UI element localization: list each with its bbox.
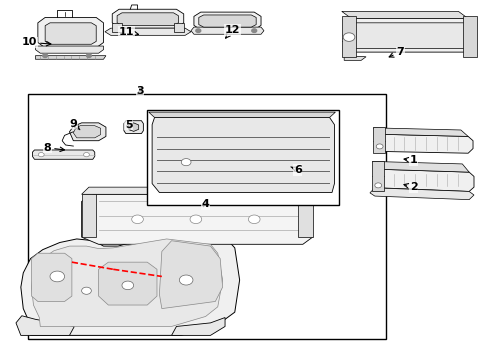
Polygon shape — [31, 253, 72, 301]
Polygon shape — [372, 161, 468, 172]
Polygon shape — [297, 194, 312, 237]
Circle shape — [42, 54, 47, 58]
Polygon shape — [375, 134, 472, 153]
Text: 10: 10 — [22, 37, 51, 48]
Polygon shape — [105, 28, 191, 35]
Polygon shape — [35, 56, 106, 59]
Circle shape — [251, 29, 256, 32]
Bar — [28, 94, 385, 339]
Bar — [147, 111, 339, 205]
Circle shape — [86, 54, 91, 58]
Circle shape — [131, 215, 143, 224]
Polygon shape — [112, 23, 122, 32]
Polygon shape — [171, 318, 224, 336]
Circle shape — [375, 144, 382, 149]
Text: 11: 11 — [119, 27, 138, 37]
Circle shape — [122, 281, 133, 290]
Polygon shape — [344, 56, 366, 60]
Polygon shape — [159, 241, 222, 309]
Polygon shape — [152, 117, 334, 193]
Polygon shape — [341, 16, 356, 57]
Polygon shape — [32, 150, 95, 159]
Circle shape — [190, 215, 201, 224]
Circle shape — [179, 275, 193, 285]
Circle shape — [181, 158, 191, 166]
Text: 7: 7 — [388, 47, 403, 57]
Polygon shape — [38, 18, 103, 48]
Polygon shape — [341, 12, 467, 18]
Polygon shape — [69, 123, 106, 141]
Circle shape — [343, 33, 354, 41]
Polygon shape — [21, 230, 239, 336]
Polygon shape — [16, 316, 74, 336]
Polygon shape — [81, 187, 297, 194]
Polygon shape — [31, 239, 222, 327]
Polygon shape — [81, 194, 312, 244]
Polygon shape — [462, 16, 476, 57]
Polygon shape — [369, 188, 473, 200]
Polygon shape — [199, 15, 256, 27]
Text: 3: 3 — [136, 86, 143, 96]
Text: 12: 12 — [224, 25, 240, 38]
Circle shape — [196, 29, 201, 32]
Polygon shape — [81, 194, 96, 237]
Circle shape — [50, 271, 64, 282]
Text: 8: 8 — [43, 143, 64, 153]
Polygon shape — [374, 169, 473, 192]
Polygon shape — [372, 128, 467, 136]
Text: 4: 4 — [201, 199, 209, 209]
Text: 9: 9 — [69, 118, 80, 130]
Circle shape — [38, 153, 44, 157]
Polygon shape — [148, 112, 335, 117]
Text: 2: 2 — [403, 182, 417, 192]
Circle shape — [83, 153, 89, 157]
Polygon shape — [372, 127, 384, 153]
Polygon shape — [73, 126, 101, 138]
Text: 5: 5 — [125, 120, 132, 130]
Polygon shape — [345, 18, 473, 52]
Polygon shape — [99, 262, 157, 305]
Text: 6: 6 — [290, 165, 301, 175]
Polygon shape — [352, 23, 466, 49]
Polygon shape — [117, 13, 178, 26]
Polygon shape — [112, 9, 183, 28]
Polygon shape — [35, 46, 103, 53]
Circle shape — [374, 183, 381, 188]
Text: 1: 1 — [403, 156, 417, 165]
Polygon shape — [173, 23, 183, 32]
Circle shape — [248, 215, 260, 224]
Polygon shape — [45, 23, 96, 44]
Polygon shape — [372, 161, 383, 192]
Polygon shape — [191, 27, 264, 34]
Polygon shape — [194, 12, 261, 30]
Circle shape — [81, 287, 91, 294]
Polygon shape — [128, 123, 139, 131]
Polygon shape — [123, 121, 143, 134]
